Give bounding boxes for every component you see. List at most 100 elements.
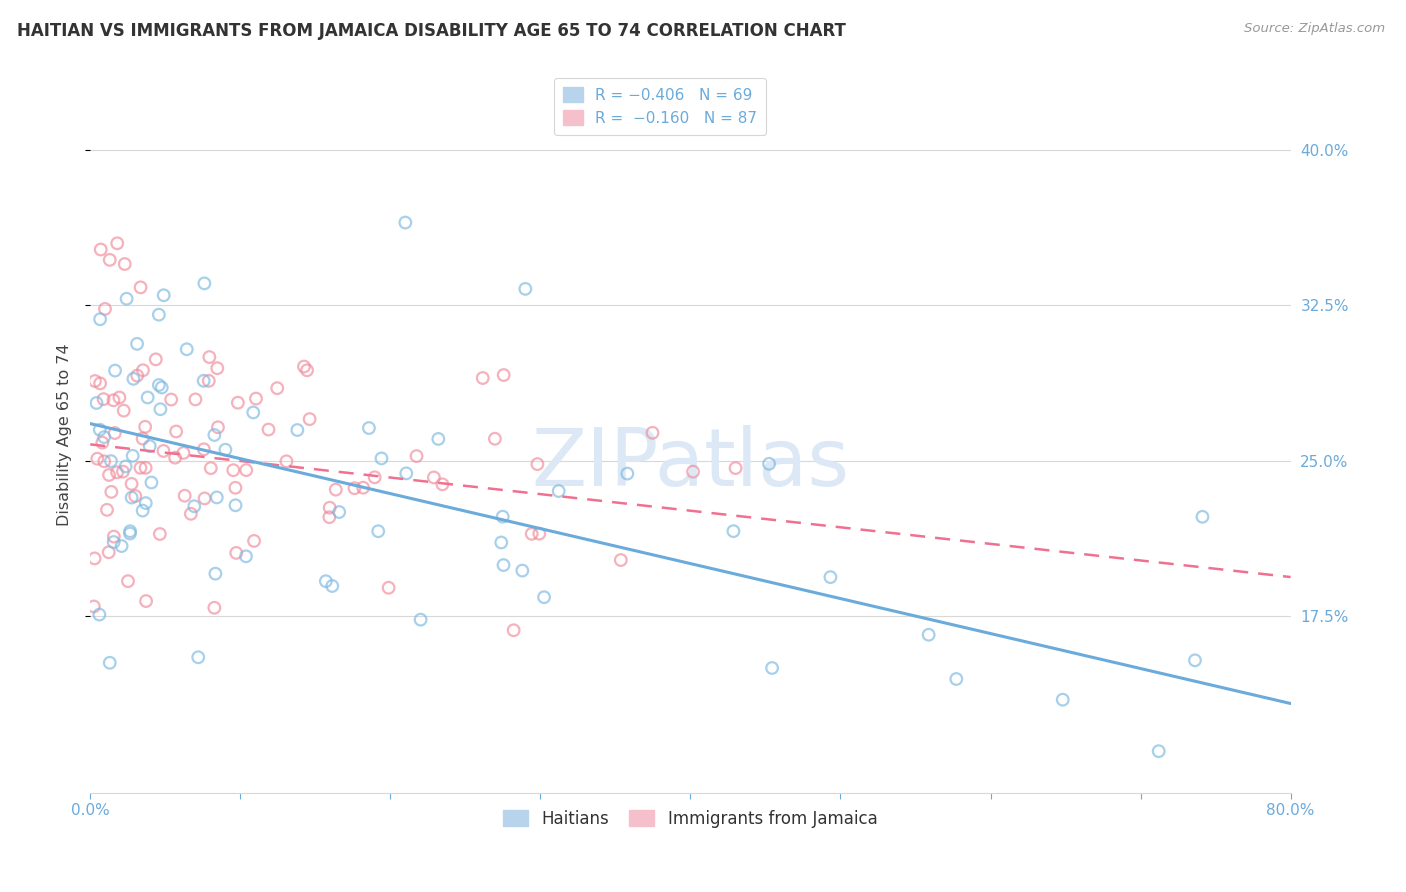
Point xyxy=(103,535,125,549)
Point xyxy=(641,425,664,440)
Point xyxy=(193,374,215,388)
Point xyxy=(127,368,149,383)
Point xyxy=(180,507,202,521)
Point xyxy=(150,380,173,394)
Point xyxy=(235,549,257,564)
Point xyxy=(207,361,229,376)
Point xyxy=(121,491,143,505)
Point xyxy=(135,594,157,608)
Point xyxy=(761,661,783,675)
Point xyxy=(367,524,389,539)
Y-axis label: Disability Age 65 to 74: Disability Age 65 to 74 xyxy=(58,343,72,526)
Point xyxy=(176,343,198,357)
Point xyxy=(89,312,111,326)
Point xyxy=(183,500,205,514)
Point xyxy=(152,288,174,302)
Point xyxy=(515,282,537,296)
Point xyxy=(89,376,111,391)
Point xyxy=(205,491,228,505)
Point xyxy=(1147,744,1170,758)
Point xyxy=(547,484,569,499)
Point xyxy=(86,396,108,410)
Point xyxy=(104,363,127,377)
Point xyxy=(321,579,343,593)
Point xyxy=(132,363,155,377)
Point xyxy=(245,392,267,406)
Point xyxy=(135,496,157,510)
Point xyxy=(343,481,366,495)
Point xyxy=(141,475,163,490)
Point xyxy=(1052,692,1074,706)
Point xyxy=(149,527,172,541)
Point xyxy=(491,535,513,549)
Point xyxy=(315,574,337,589)
Point xyxy=(724,461,747,475)
Point xyxy=(207,420,229,434)
Point xyxy=(492,558,515,572)
Point xyxy=(120,524,142,539)
Point xyxy=(202,428,225,442)
Point xyxy=(945,672,967,686)
Point xyxy=(492,368,515,382)
Point xyxy=(202,600,225,615)
Point xyxy=(298,412,321,426)
Point xyxy=(193,442,215,457)
Point xyxy=(117,574,139,589)
Text: Source: ZipAtlas.com: Source: ZipAtlas.com xyxy=(1244,22,1385,36)
Point xyxy=(93,454,115,468)
Point xyxy=(193,277,215,291)
Point xyxy=(138,439,160,453)
Point xyxy=(187,650,209,665)
Point xyxy=(512,564,534,578)
Point xyxy=(204,566,226,581)
Point xyxy=(98,252,121,267)
Point xyxy=(152,444,174,458)
Point xyxy=(108,391,131,405)
Point xyxy=(318,510,340,524)
Point xyxy=(93,430,115,444)
Point xyxy=(134,419,156,434)
Point xyxy=(423,470,446,484)
Point xyxy=(89,423,111,437)
Point xyxy=(1184,653,1206,667)
Point xyxy=(148,308,170,322)
Point xyxy=(129,460,152,475)
Legend: Haitians, Immigrants from Jamaica: Haitians, Immigrants from Jamaica xyxy=(496,803,884,834)
Point xyxy=(200,461,222,475)
Point xyxy=(820,570,842,584)
Point xyxy=(91,435,114,450)
Point xyxy=(484,432,506,446)
Point xyxy=(111,465,134,479)
Point xyxy=(257,423,280,437)
Point xyxy=(129,280,152,294)
Point xyxy=(405,449,427,463)
Point xyxy=(352,481,374,495)
Point xyxy=(363,470,385,484)
Point xyxy=(222,463,245,477)
Point xyxy=(319,500,342,515)
Point xyxy=(96,503,118,517)
Point xyxy=(917,628,939,642)
Point xyxy=(502,624,524,638)
Point xyxy=(105,236,128,251)
Point xyxy=(616,467,638,481)
Point xyxy=(432,477,454,491)
Point xyxy=(1191,509,1213,524)
Point xyxy=(225,498,247,512)
Point xyxy=(165,450,187,465)
Point xyxy=(83,551,105,566)
Point xyxy=(266,381,288,395)
Point xyxy=(325,483,347,497)
Point xyxy=(226,395,249,409)
Point xyxy=(83,599,105,614)
Point xyxy=(235,463,257,477)
Point xyxy=(145,352,167,367)
Point xyxy=(149,402,172,417)
Point xyxy=(118,526,141,541)
Point xyxy=(395,467,418,481)
Point xyxy=(610,553,633,567)
Point xyxy=(529,526,551,541)
Point xyxy=(131,503,153,517)
Point xyxy=(409,613,432,627)
Point xyxy=(97,545,120,559)
